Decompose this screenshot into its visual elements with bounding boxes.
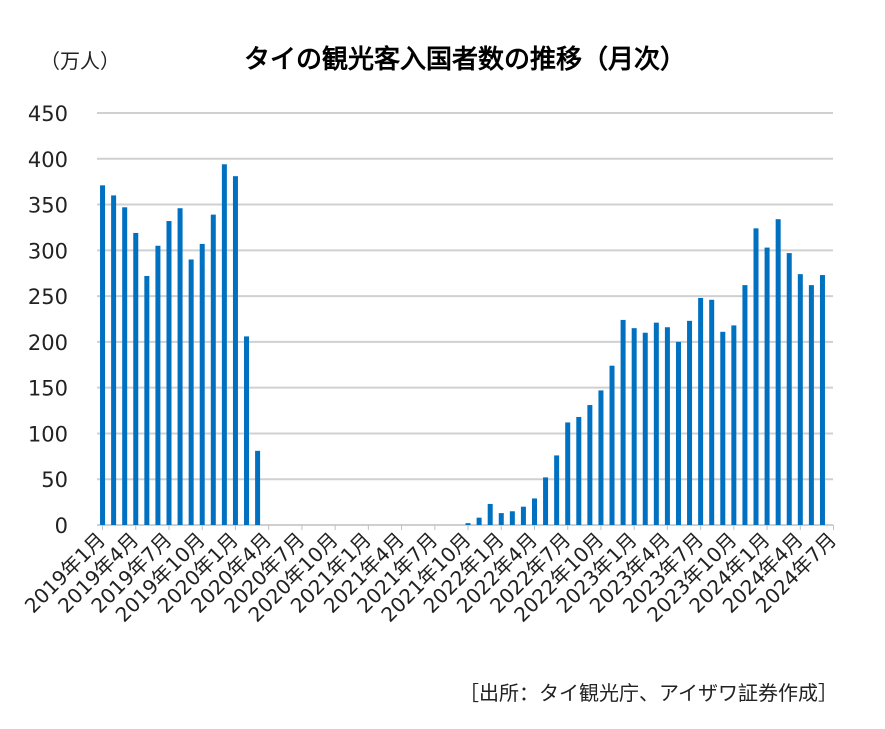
bar: [642, 332, 648, 525]
bar: [698, 297, 704, 525]
y-tick-label: 450: [28, 102, 68, 126]
bar: [244, 336, 250, 525]
bar: [133, 232, 139, 525]
bar: [476, 517, 482, 525]
y-tick-label: 300: [28, 239, 68, 263]
bar: [675, 341, 681, 525]
bar: [609, 365, 615, 525]
bar: [487, 503, 493, 525]
bar: [687, 320, 693, 525]
bar: [731, 325, 737, 525]
y-tick-label: 250: [28, 285, 68, 309]
bar: [210, 214, 216, 526]
bar: [111, 195, 117, 525]
bar: [808, 285, 814, 525]
bar: [465, 523, 471, 525]
bar: [598, 390, 604, 525]
bar: [221, 164, 227, 525]
bar: [786, 253, 792, 525]
bar: [509, 511, 515, 525]
bar: [576, 416, 582, 525]
bar: [498, 513, 504, 525]
bar: [188, 259, 194, 525]
bar: [554, 455, 560, 525]
bar: [753, 228, 759, 526]
bar: [764, 247, 770, 525]
bar: [653, 322, 659, 525]
bar: [620, 319, 626, 525]
bar: [144, 275, 150, 525]
y-tick-label: 50: [41, 468, 68, 492]
bar: [709, 299, 715, 525]
y-tick-label: 150: [28, 377, 68, 401]
bar: [565, 422, 571, 525]
y-tick-label: 350: [28, 194, 68, 218]
bar: [797, 274, 803, 525]
y-tick-label: 0: [55, 514, 68, 538]
bar: [775, 219, 781, 525]
bar: [819, 275, 825, 525]
bar: [199, 243, 205, 525]
bar: [166, 221, 172, 525]
bar: [631, 328, 637, 525]
bar: [720, 331, 726, 525]
y-tick-label: 100: [28, 422, 68, 446]
chart-title: タイの観光客入国者数の推移（月次）: [244, 44, 686, 75]
bar: [100, 185, 106, 525]
y-tick-label: 400: [28, 148, 68, 172]
bar: [520, 506, 526, 525]
bar: [664, 327, 670, 525]
bar: [255, 450, 261, 525]
bar: [122, 207, 128, 525]
bar: [155, 245, 161, 525]
y-axis-unit: （万人）: [40, 49, 120, 73]
bar: [232, 176, 238, 525]
bar: [177, 208, 183, 525]
bar: [543, 477, 549, 525]
bar: [742, 285, 748, 525]
source-note: ［出所：タイ観光庁、アイザワ証券作成］: [459, 681, 838, 705]
bar: [587, 405, 593, 525]
y-tick-label: 200: [28, 331, 68, 355]
bar: [531, 498, 537, 525]
